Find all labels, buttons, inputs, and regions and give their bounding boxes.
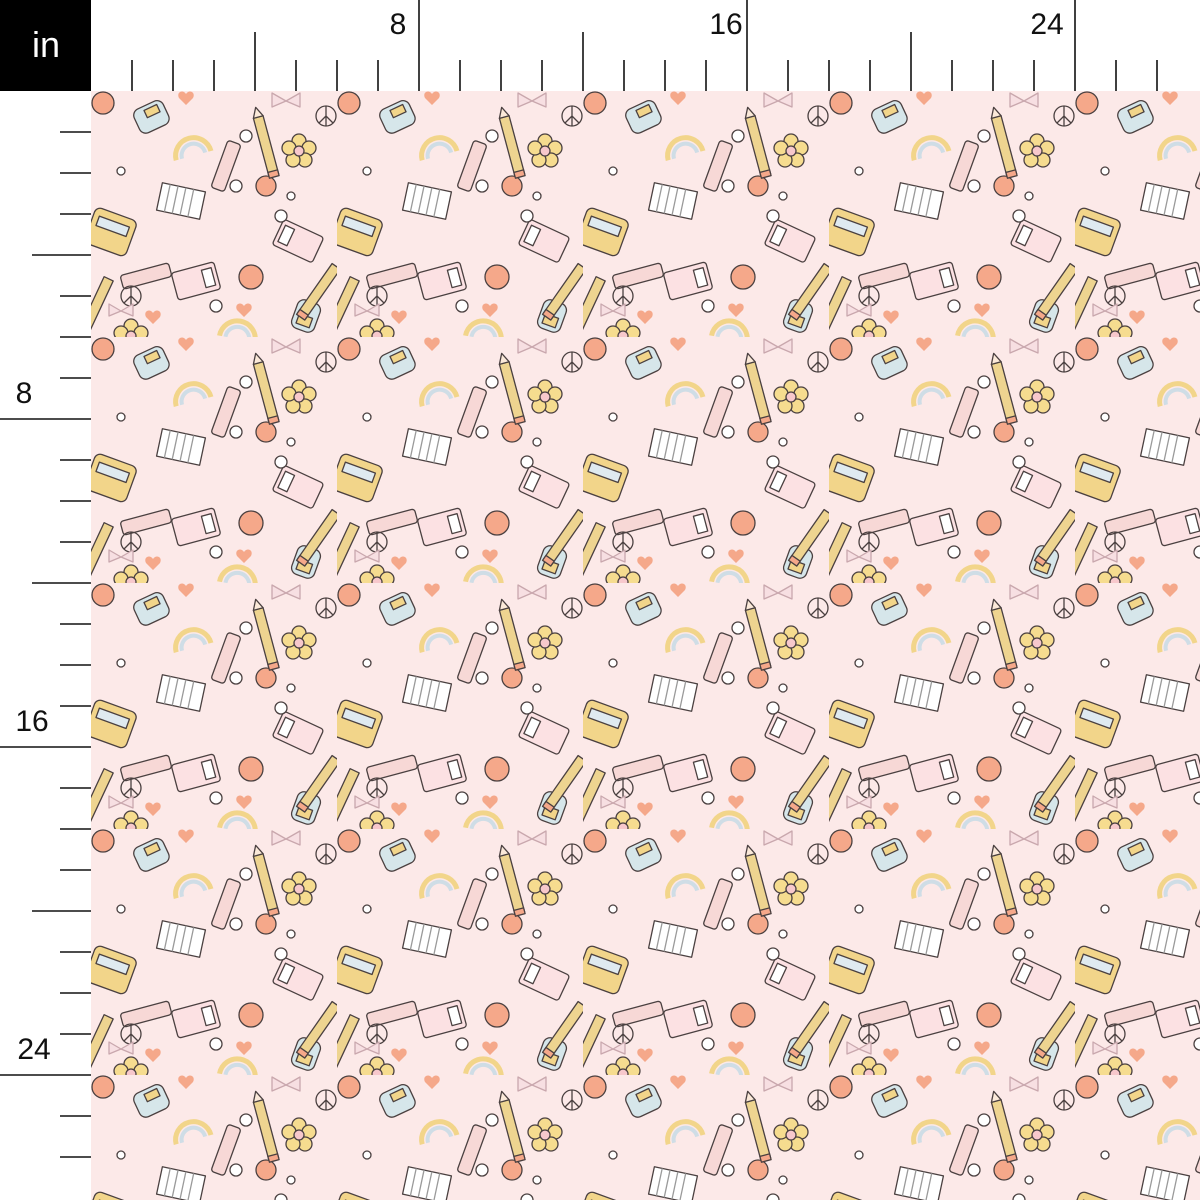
unit-box: [0, 0, 91, 91]
left-ruler-label: 16: [15, 705, 48, 738]
unit-label: in: [32, 24, 60, 65]
ruler-ticks: [0, 0, 1158, 1158]
fabric-pattern-swatch: [91, 91, 1200, 1200]
left-ruler-label: 8: [16, 377, 33, 410]
top-ruler-label: 24: [1030, 8, 1063, 41]
top-ruler-label: 8: [390, 8, 407, 41]
left-ruler-label: 24: [17, 1033, 50, 1066]
top-ruler-label: 16: [709, 8, 742, 41]
